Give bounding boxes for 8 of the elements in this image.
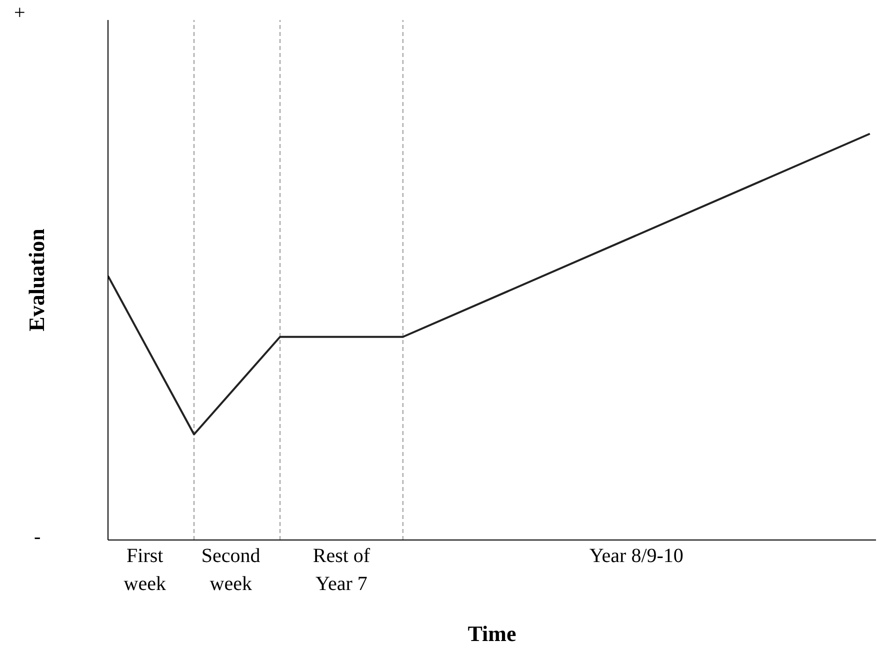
x-tick-label: First week [124,545,166,595]
text: + [14,2,26,25]
y-axis-title: Evaluation [24,228,49,332]
x-tick-label: Second week [201,545,260,595]
x-tick-label: Year 8/9-10 [589,545,684,567]
x-axis-title: Time [468,621,516,646]
x-tick-label: Rest of Year 7 [312,545,370,595]
text: - [34,526,41,549]
